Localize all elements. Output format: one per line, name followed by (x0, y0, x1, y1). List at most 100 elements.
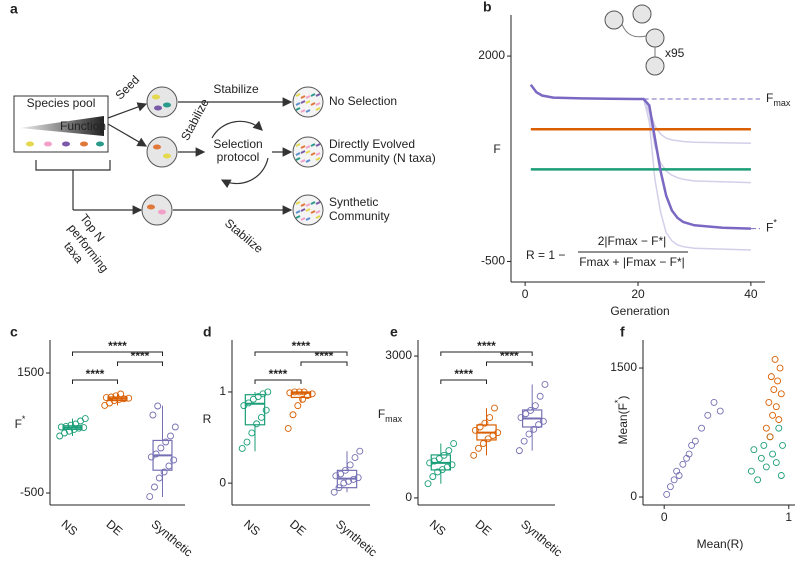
panel-label: f (620, 324, 625, 340)
sig-bracket (300, 361, 348, 366)
taxon-dash (295, 107, 301, 111)
point (56, 432, 64, 440)
point (294, 402, 302, 410)
taxon-dash (315, 143, 321, 147)
point (243, 438, 251, 446)
point (679, 460, 687, 468)
x-tick-label: NS (241, 517, 263, 538)
y-axis-label: F* (15, 414, 26, 431)
taxon-dash (310, 152, 316, 156)
mosaics (292, 86, 324, 226)
label-part: F (378, 407, 385, 421)
taxon-dash (315, 107, 321, 111)
taxon-dash (315, 201, 321, 205)
outcome-label: Community (N taxa) (329, 151, 436, 165)
label-part: Mean(F (616, 403, 630, 444)
series-line (642, 98, 751, 144)
point (775, 424, 783, 432)
dish (141, 194, 173, 226)
taxon-dash (300, 109, 306, 113)
series-line (642, 98, 751, 251)
point (685, 450, 693, 458)
point (171, 423, 179, 431)
taxon-dash (305, 100, 311, 104)
point (688, 441, 696, 449)
point (149, 411, 157, 419)
x-axis-label: Generation (610, 304, 669, 318)
point (772, 459, 780, 467)
point (481, 419, 489, 427)
point (435, 455, 443, 463)
taxon-dash (305, 208, 311, 212)
taxon-dash (300, 203, 306, 207)
point (777, 390, 785, 398)
taxon-dash (305, 203, 311, 207)
taxon-dash (310, 201, 316, 205)
point (299, 395, 307, 403)
point (774, 377, 782, 385)
point (670, 476, 678, 484)
formula: Fmax + |Fmax − F*| (579, 255, 685, 269)
point (691, 437, 699, 445)
taxon (147, 204, 155, 210)
sig-label: **** (477, 339, 496, 353)
dish (645, 56, 665, 76)
panel-label: b (483, 0, 492, 15)
x-tick-label: NS (59, 517, 81, 538)
sig-label: **** (292, 339, 311, 353)
point (666, 483, 674, 491)
taxon-dash (295, 210, 301, 214)
x-tick-label: Synthetic (518, 517, 565, 559)
taxon (154, 105, 162, 111)
y-tick-label: 3000 (385, 348, 412, 362)
formula: R = 1 − (526, 248, 565, 262)
panel-label: c (10, 324, 18, 340)
y-axis-label: Mean(F*) (613, 396, 630, 445)
point (539, 417, 547, 425)
y-tick-label: 2000 (478, 48, 505, 62)
outcome-label: No Selection (329, 94, 397, 108)
label-part: max (385, 414, 403, 424)
protocol-label: Selection (213, 137, 262, 151)
arrow-label: Stabilize (213, 82, 259, 96)
y-tick-label: 0 (630, 489, 637, 503)
outcome-label: Synthetic (329, 195, 378, 209)
taxon-dash (315, 210, 321, 214)
sig-bracket (117, 361, 163, 366)
label-part: R (203, 412, 212, 426)
x-tick-label: 40 (744, 287, 758, 301)
taxon-dash (310, 93, 316, 97)
panel-label: a (10, 1, 18, 17)
dish (146, 86, 178, 118)
taxon-dash (315, 215, 321, 219)
arrow-label: Stabilize (178, 96, 212, 143)
point (491, 404, 498, 412)
taxon-dash (295, 215, 301, 219)
point (747, 467, 755, 475)
point (289, 411, 297, 419)
x-tick-label: NS (427, 517, 449, 538)
point (248, 429, 256, 437)
taxon-dash (310, 143, 316, 147)
taxon (152, 94, 160, 100)
taxon-dash (305, 95, 311, 99)
point (151, 483, 158, 491)
cycle-arrow (211, 120, 263, 139)
repeat-label: x95 (665, 46, 685, 60)
point (531, 402, 539, 410)
point (346, 461, 354, 469)
taxon-dash (315, 102, 321, 106)
x-axis-label: Mean(R) (697, 537, 744, 551)
label-part: * (613, 399, 623, 403)
sig-bracket (72, 351, 163, 356)
taxon-dash (300, 145, 306, 149)
point (330, 488, 338, 496)
point (448, 461, 456, 469)
taxon (96, 141, 104, 147)
point (257, 414, 265, 421)
point (536, 392, 544, 400)
point (675, 472, 683, 479)
taxon-dash (295, 201, 301, 205)
point (779, 441, 786, 449)
arrow-label: Seed (112, 73, 142, 103)
